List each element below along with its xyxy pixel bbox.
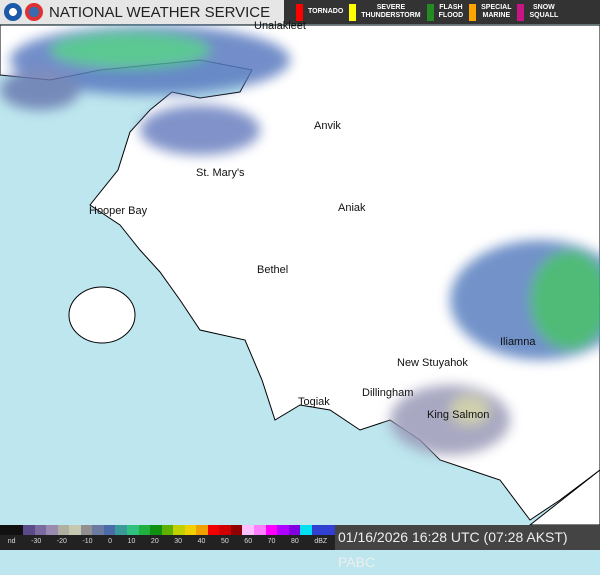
warning-swatch — [517, 3, 525, 21]
warning-swatch — [349, 3, 357, 21]
warning-label: SPECIAL MARINE — [481, 4, 512, 19]
city-label: St. Mary's — [196, 167, 245, 179]
legend-color — [69, 525, 81, 535]
radar-map[interactable] — [0, 0, 600, 550]
legend-color — [11, 525, 24, 535]
warning-label: FLASH FLOOD — [438, 4, 464, 19]
legend-color — [173, 525, 185, 535]
legend-tick: 20 — [150, 538, 159, 545]
legend-color — [150, 525, 162, 535]
legend-tick: 60 — [244, 538, 253, 545]
legend-color — [57, 525, 70, 535]
legend-color — [161, 525, 174, 535]
city-label: New Stuyahok — [397, 357, 468, 369]
legend-color — [127, 525, 139, 535]
legend-tick: 70 — [267, 538, 276, 545]
warning-item: FLASH FLOOD — [426, 3, 464, 21]
legend-color — [207, 525, 220, 535]
warning-swatch — [426, 3, 434, 21]
legend-color — [323, 525, 335, 535]
city-label: Togiak — [298, 396, 330, 408]
legend-color — [254, 525, 266, 535]
warning-item: SEVERE THUNDERSTORM — [349, 3, 421, 21]
legend-tick: 0 — [108, 538, 113, 545]
legend-color — [219, 525, 231, 535]
legend-color — [196, 525, 208, 535]
legend-color — [46, 525, 58, 535]
legend-color — [288, 525, 301, 535]
legend-color — [92, 525, 104, 535]
warning-label: SEVERE THUNDERSTORM — [361, 4, 421, 19]
header-bar: NATIONAL WEATHER SERVICE — [0, 0, 284, 24]
legend-color — [115, 525, 128, 535]
legend-tick: 40 — [197, 538, 206, 545]
city-label: Aniak — [338, 202, 366, 214]
legend-color — [0, 525, 12, 535]
timestamp: 01/16/2026 16:28 UTC (07:28 AKST) PABC — [335, 525, 600, 570]
legend-color — [230, 525, 243, 535]
city-label: Dillingham — [362, 387, 414, 399]
legend-color — [34, 525, 47, 535]
legend-color — [265, 525, 278, 535]
city-label: Hooper Bay — [89, 205, 148, 217]
warning-label: SNOW SQUALL — [529, 4, 559, 19]
city-label: King Salmon — [427, 409, 490, 421]
legend-tick: 30 — [174, 538, 183, 545]
legend-color — [23, 525, 35, 535]
nunivak-island — [68, 286, 136, 344]
legend-tick: nd — [7, 538, 16, 545]
city-label: Unalakleet — [254, 20, 306, 32]
legend-tick: -30 — [31, 538, 42, 545]
legend-color — [80, 525, 93, 535]
legend-color — [184, 525, 197, 535]
legend-tick: 10 — [127, 538, 136, 545]
legend-tick: 50 — [220, 538, 229, 545]
warning-item: SPECIAL MARINE — [469, 3, 512, 21]
city-label: Anvik — [314, 120, 341, 132]
city-label: Iliamna — [500, 336, 536, 348]
warning-item: SNOW SQUALL — [517, 3, 559, 21]
legend-tick: dBZ — [314, 538, 328, 545]
legend-tick: 80 — [290, 538, 299, 545]
legend-color — [138, 525, 151, 535]
legend-color — [300, 525, 312, 535]
dbz-legend: nd -30 -20 -10 0 10 20 30 40 50 60 70 80 dBZ — [0, 525, 335, 550]
nws-logo-icon — [25, 3, 43, 21]
warning-swatch — [296, 3, 303, 21]
legend-color — [277, 525, 289, 535]
legend-tick: -20 — [56, 538, 67, 545]
legend-color — [242, 525, 255, 535]
legend-color — [103, 525, 116, 535]
noaa-logo-icon — [4, 3, 22, 21]
warning-item: TORNADO — [296, 3, 344, 21]
warning-label: TORNADO — [308, 8, 344, 15]
legend-color — [311, 525, 324, 535]
legend-tick: -10 — [82, 538, 93, 545]
warning-swatch — [469, 3, 477, 21]
city-label: Bethel — [257, 264, 289, 276]
warning-legend: TORNADO SEVERE THUNDERSTORM FLASH FLOOD SPE… — [284, 0, 600, 24]
header-title: NATIONAL WEATHER SERVICE — [49, 3, 271, 21]
